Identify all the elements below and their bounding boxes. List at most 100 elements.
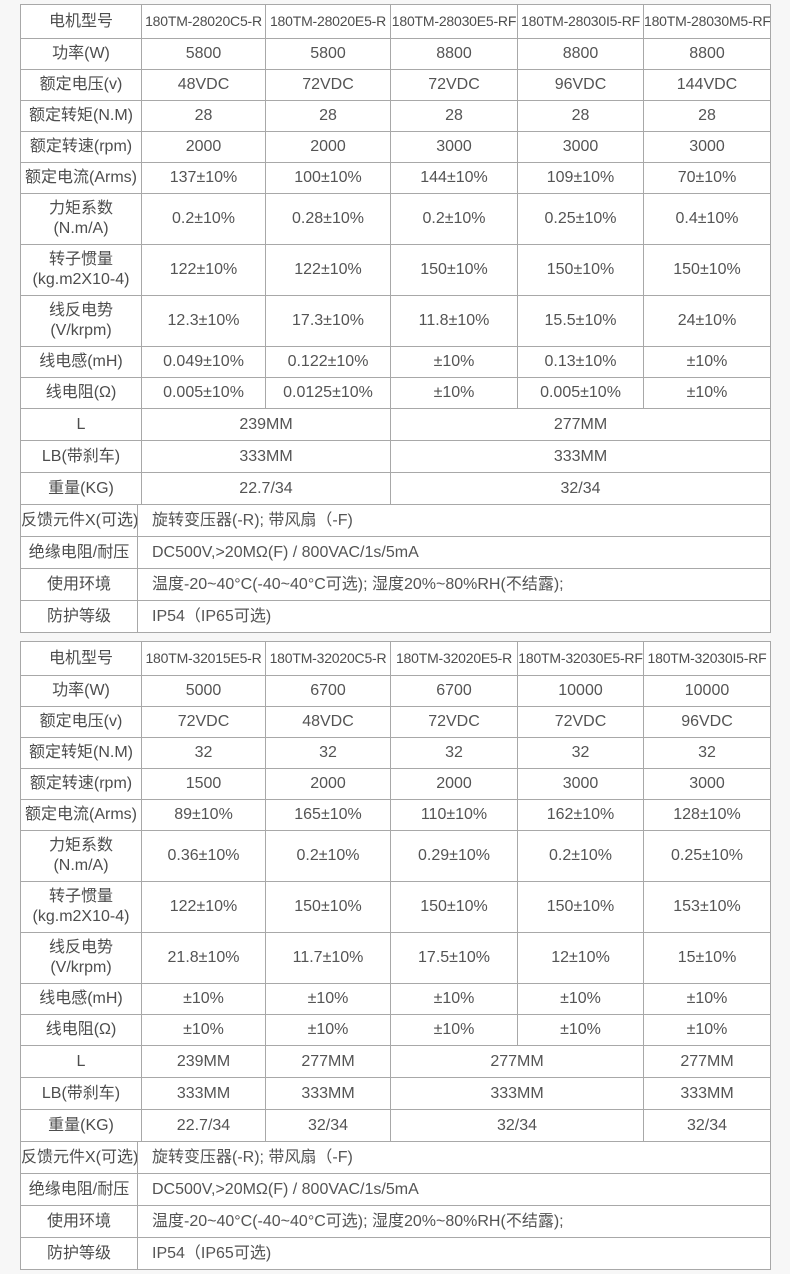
row-label-cell: 转子惯量 (kg.m2X10-4) (20, 244, 142, 296)
spec-info-table-2: 反馈元件X(可选) 旋转变压器(-R); 带风扇（-F) 绝缘电阻/耐压 DC500V… (20, 1141, 771, 1270)
spec-value-cell: 22.7/34 (141, 1109, 266, 1142)
spec-value-cell: 28 (390, 100, 518, 132)
spec-value-cell: 89±10% (141, 799, 266, 831)
spec-value-cell: 21.8±10% (141, 932, 266, 984)
spec-value-cell: ±10% (141, 983, 266, 1015)
spec-value-cell: ±10% (141, 1014, 266, 1046)
info-label-cell: 使用环境 (20, 568, 138, 601)
row-label-cell: 额定电流(Arms) (20, 799, 142, 831)
spec-value-cell: 333MM (643, 1077, 771, 1110)
spec-value-cell: 5800 (141, 38, 266, 70)
row-label-cell: 力矩系数 (N.m/A) (20, 830, 142, 882)
spec-value-cell: 144VDC (643, 69, 771, 101)
spec-value-cell: 32/34 (265, 1109, 391, 1142)
model-name-cell: 180TM-28030I5-RF (517, 4, 644, 39)
spec-value-cell: 333MM (265, 1077, 391, 1110)
spec-value-cell: 109±10% (517, 162, 644, 194)
spec-value-cell: 0.25±10% (517, 193, 644, 245)
row-label-cell: 转子惯量 (kg.m2X10-4) (20, 881, 142, 933)
row-label-cell: 线反电势 (V/krpm) (20, 932, 142, 984)
spec-value-cell: 22.7/34 (141, 472, 391, 505)
info-row: 使用环境 温度-20~40°C(-40~40°C可选); 湿度20%~80%RH(… (20, 568, 771, 601)
spec-value-cell: 0.0125±10% (265, 377, 391, 409)
spec-value-cell: 277MM (390, 1045, 644, 1078)
spec-value-cell: ±10% (390, 377, 518, 409)
spec-table-1: 电机型号 180TM-28020C5-R 180TM-28020E5-R 180TM-… (20, 4, 771, 505)
spec-value-cell: 0.2±10% (141, 193, 266, 245)
row-label-cell: 重量(KG) (20, 472, 142, 505)
spec-value-cell: 32 (141, 737, 266, 769)
spec-value-cell: 15.5±10% (517, 295, 644, 347)
info-value-cell: 旋转变压器(-R); 带风扇（-F) (137, 504, 771, 537)
spec-value-cell: 150±10% (643, 244, 771, 296)
spec-row: 重量(KG) 22.7/34 32/34 32/34 32/34 (20, 1109, 771, 1142)
spec-value-cell: ±10% (643, 377, 771, 409)
row-label-cell: 线反电势 (V/krpm) (20, 295, 142, 347)
spec-value-cell: 70±10% (643, 162, 771, 194)
info-label-cell: 反馈元件X(可选) (20, 1141, 138, 1174)
spec-value-cell: 150±10% (390, 244, 518, 296)
spec-value-cell: 28 (265, 100, 391, 132)
spec-value-cell: 128±10% (643, 799, 771, 831)
info-value-cell: DC500V,>20MΩ(F) / 800VAC/1s/5mA (137, 1173, 771, 1206)
spec-value-cell: 165±10% (265, 799, 391, 831)
spec-value-cell: 28 (141, 100, 266, 132)
spec-value-cell: 6700 (390, 675, 518, 707)
info-label-cell: 防护等级 (20, 1237, 138, 1270)
spec-value-cell: 72VDC (517, 706, 644, 738)
spec-row: 额定电流(Arms) 137±10% 100±10% 144±10% 109±10% 70… (20, 162, 771, 194)
info-label-cell: 反馈元件X(可选) (20, 504, 138, 537)
spec-value-cell: 150±10% (390, 881, 518, 933)
model-name-cell: 180TM-32030I5-RF (643, 641, 771, 676)
spec-value-cell: 144±10% (390, 162, 518, 194)
row-label-cell: LB(带刹车) (20, 1077, 142, 1110)
row-label-cell: 额定转矩(N.M) (20, 737, 142, 769)
row-label-cell: 力矩系数 (N.m/A) (20, 193, 142, 245)
spec-value-cell: 150±10% (517, 881, 644, 933)
spec-value-cell: 0.2±10% (517, 830, 644, 882)
spec-value-cell: 122±10% (141, 881, 266, 933)
spec-value-cell: 32 (265, 737, 391, 769)
spec-value-cell: 24±10% (643, 295, 771, 347)
spec-row: 力矩系数 (N.m/A) 0.2±10% 0.28±10% 0.2±10% 0.25±10… (20, 193, 771, 245)
spec-value-cell: 5000 (141, 675, 266, 707)
row-label-line2: (V/krpm) (50, 959, 112, 976)
info-row: 防护等级 IP54（IP65可选) (20, 1237, 771, 1270)
spec-value-cell: 15±10% (643, 932, 771, 984)
spec-value-cell: 3000 (390, 131, 518, 163)
spec-value-cell: 333MM (390, 440, 771, 473)
spec-value-cell: 8800 (643, 38, 771, 70)
spec-value-cell: 239MM (141, 1045, 266, 1078)
spec-value-cell: ±10% (390, 346, 518, 378)
spec-value-cell: 0.2±10% (265, 830, 391, 882)
row-label-line2: (N.m/A) (53, 220, 109, 237)
row-label-line2: (kg.m2X10-4) (32, 271, 130, 288)
spec-value-cell: 28 (643, 100, 771, 132)
spec-value-cell: 12±10% (517, 932, 644, 984)
spec-value-cell: 17.3±10% (265, 295, 391, 347)
row-label-cell: 额定电压(v) (20, 69, 142, 101)
spec-value-cell: 32/34 (390, 1109, 644, 1142)
spec-row: 功率(W) 5000 6700 6700 10000 10000 (20, 675, 771, 707)
spec-value-cell: ±10% (390, 1014, 518, 1046)
spec-value-cell: 8800 (517, 38, 644, 70)
spec-value-cell: 2000 (390, 768, 518, 800)
row-label-cell: 重量(KG) (20, 1109, 142, 1142)
spec-value-cell: 6700 (265, 675, 391, 707)
spec-value-cell: 0.4±10% (643, 193, 771, 245)
spec-value-cell: 0.29±10% (390, 830, 518, 882)
model-name-cell: 180TM-32030E5-RF (517, 641, 644, 676)
row-label-cell: 电机型号 (20, 641, 142, 676)
spec-value-cell: ±10% (517, 1014, 644, 1046)
spec-value-cell: 10000 (643, 675, 771, 707)
spec-row: 额定电流(Arms) 89±10% 165±10% 110±10% 162±10% 128… (20, 799, 771, 831)
info-value-cell: 旋转变压器(-R); 带风扇（-F) (137, 1141, 771, 1174)
row-label-cell: 额定转矩(N.M) (20, 100, 142, 132)
spec-row: 线反电势 (V/krpm) 21.8±10% 11.7±10% 17.5±10% 12±1… (20, 932, 771, 984)
spec-value-cell: 153±10% (643, 881, 771, 933)
spec-value-cell: 72VDC (141, 706, 266, 738)
spec-value-cell: 32/34 (643, 1109, 771, 1142)
row-label-cell: 额定转速(rpm) (20, 768, 142, 800)
spec-value-cell: ±10% (517, 983, 644, 1015)
